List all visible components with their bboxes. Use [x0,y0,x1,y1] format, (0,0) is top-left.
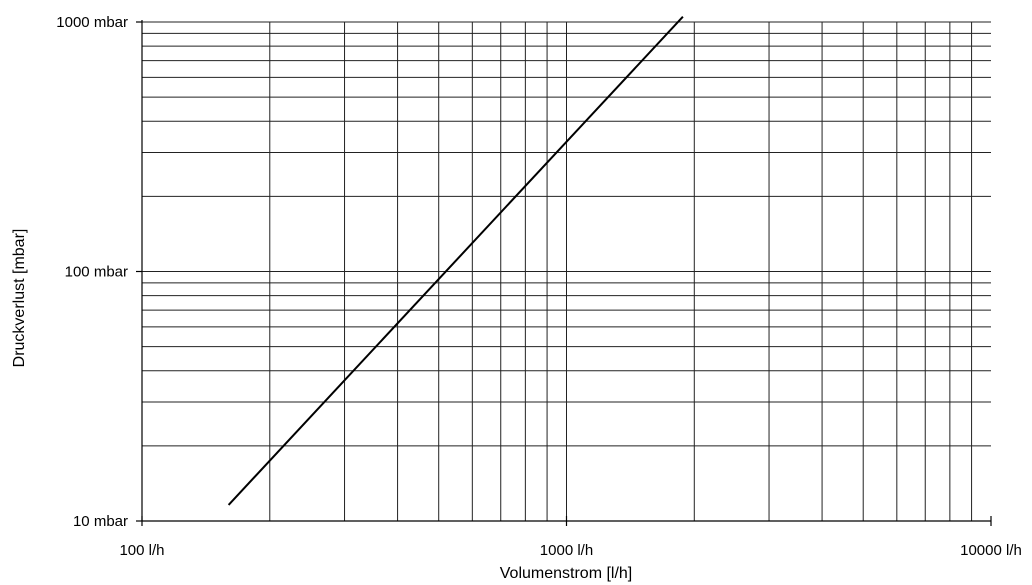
series-layer [227,16,684,506]
series-line [227,16,684,506]
x-tick-label: 1000 l/h [540,542,593,559]
y-tick-label: 100 mbar [65,264,128,281]
y-tick-label: 1000 mbar [56,14,128,31]
tick-labels: 100 l/h 1000 l/h 10000 l/h 10 mbar 100 mbar 1… [56,14,1022,559]
x-axis-title: Volumenstrom [l/h] [500,565,633,582]
y-tick-label: 10 mbar [73,513,128,530]
x-tick-label: 100 l/h [119,542,164,559]
x-tick-label: 10000 l/h [960,542,1022,559]
axes [136,20,992,526]
grid [142,21,991,521]
y-axis-title: Druckverlust [mbar] [11,229,28,368]
